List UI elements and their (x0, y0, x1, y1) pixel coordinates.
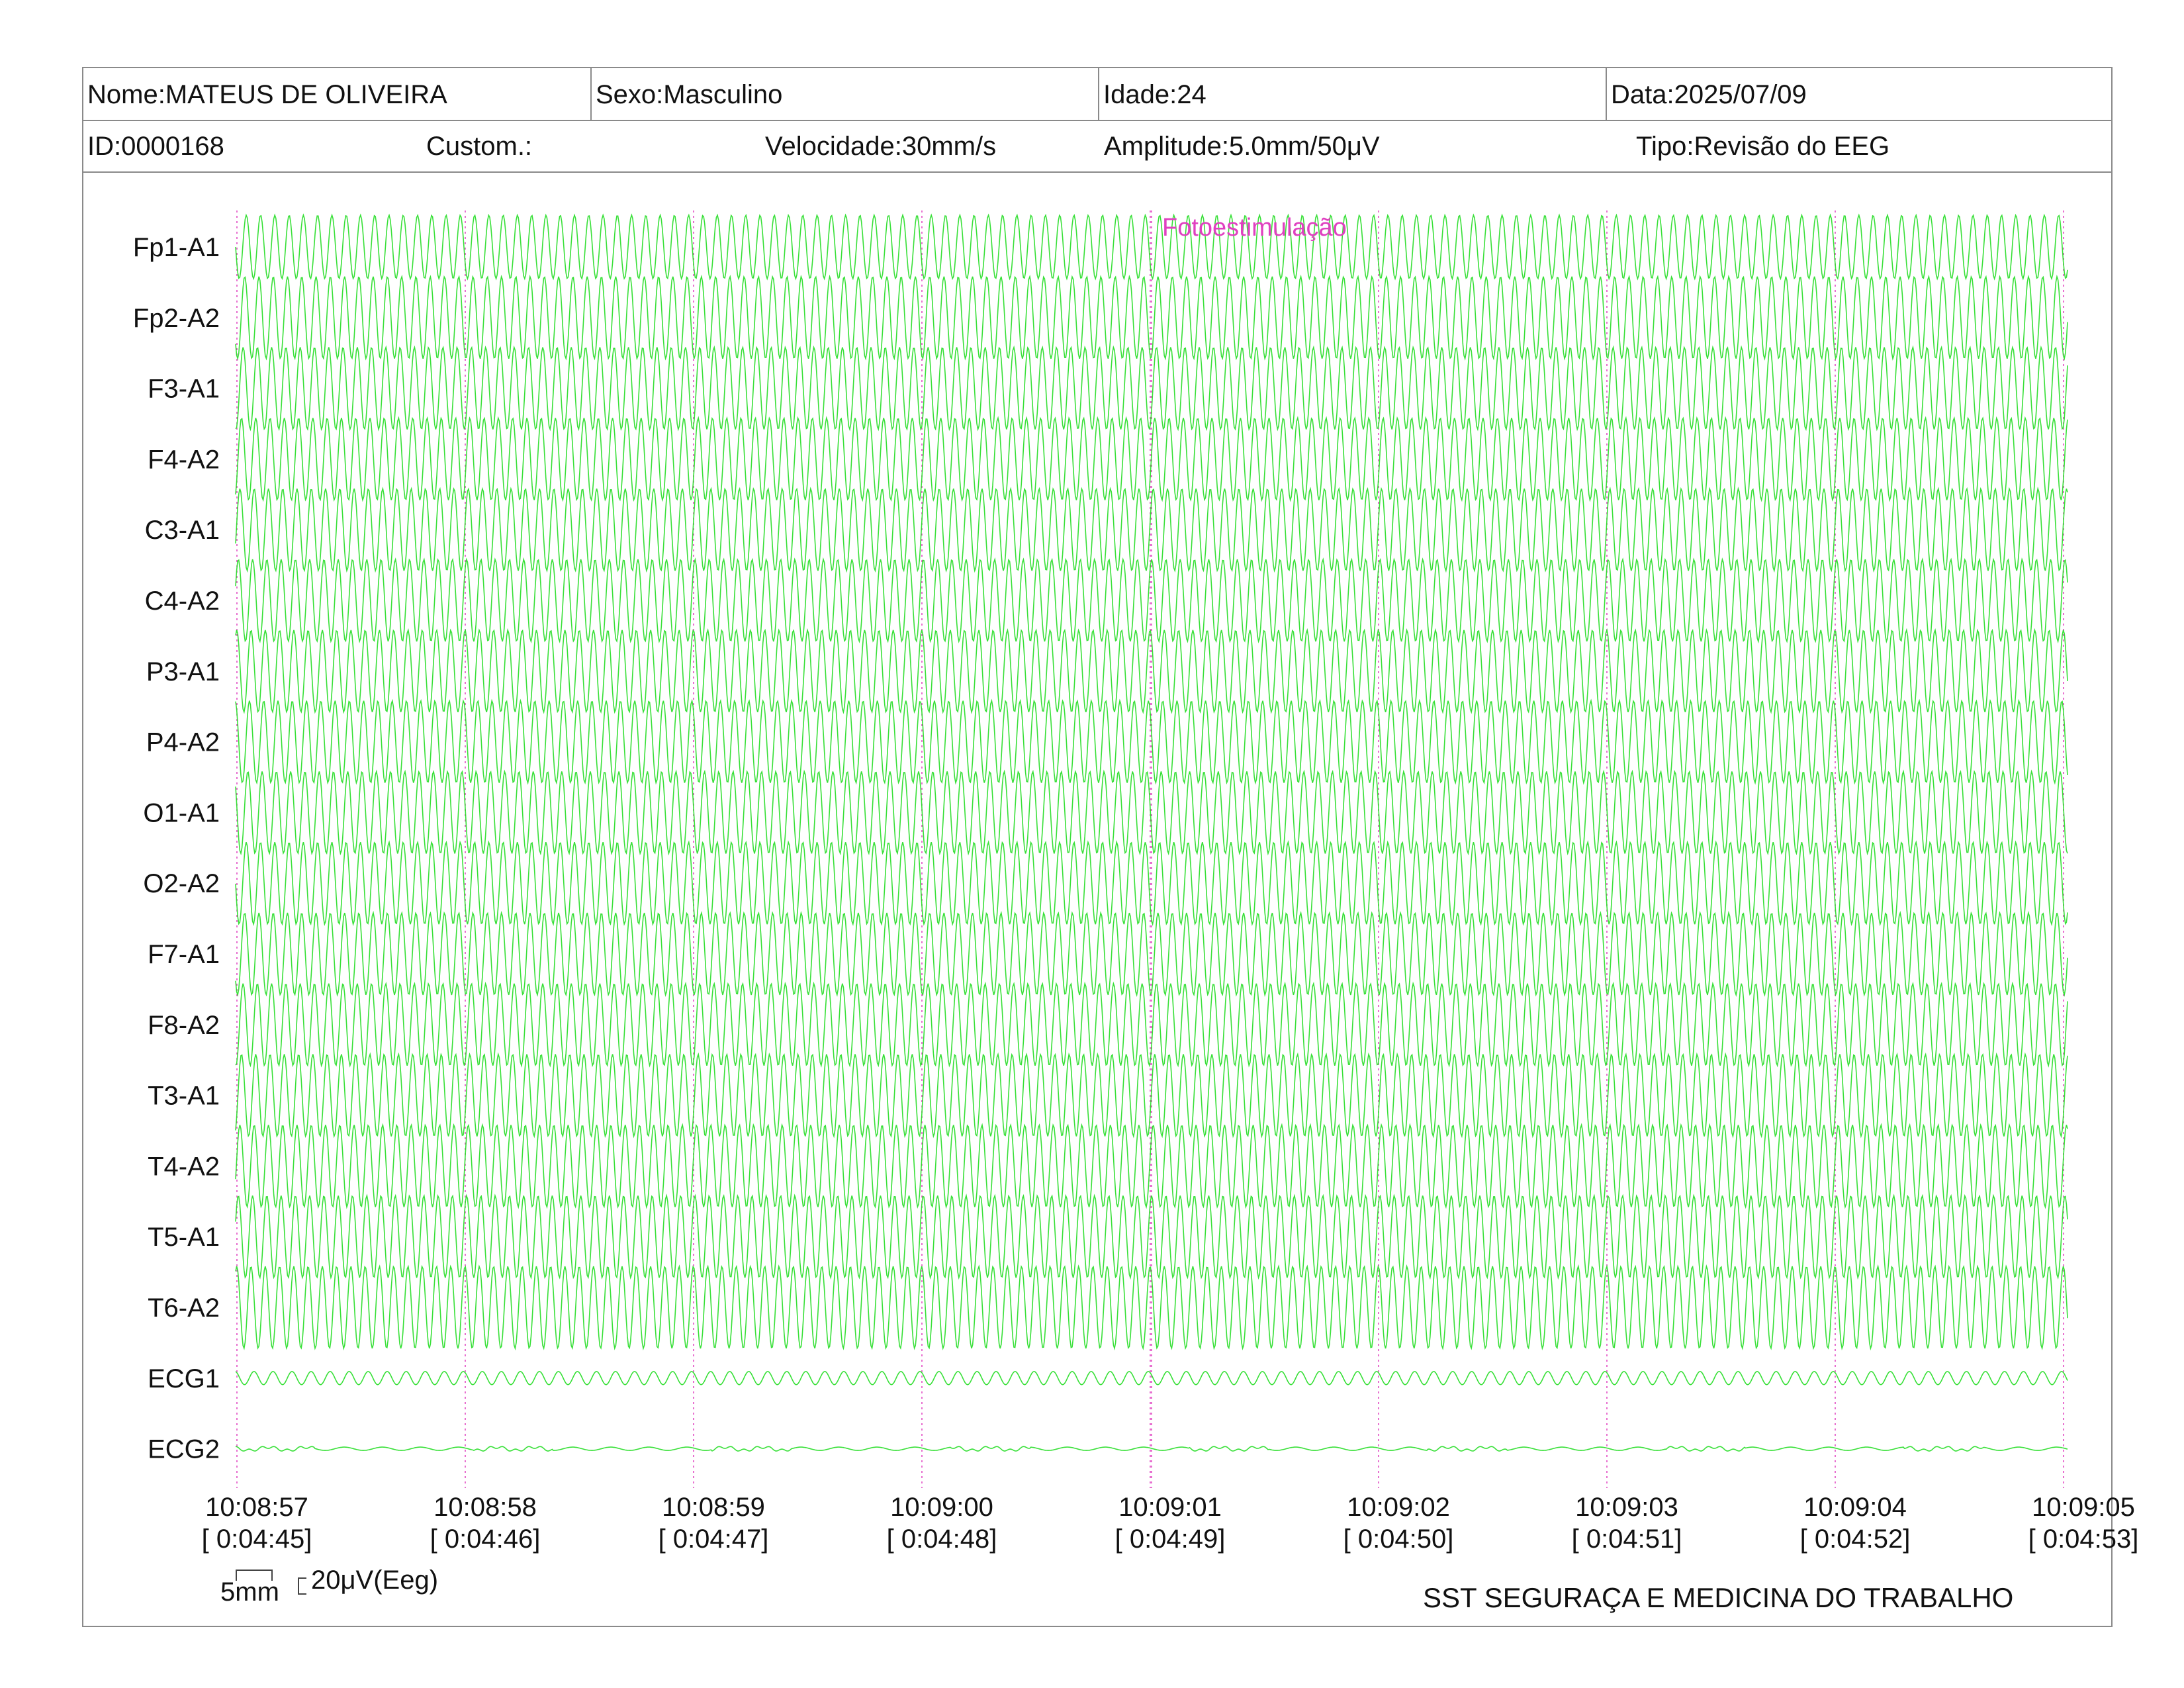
trace-f7-a1 (235, 910, 2068, 998)
channel-label: T5-A1 (148, 1223, 220, 1252)
scale-uv-label: 20μV(Eeg) (311, 1566, 439, 1595)
time-tick-elapsed: [ 0:04:50] (1343, 1524, 1454, 1554)
time-tick-elapsed: [ 0:04:52] (1800, 1524, 1911, 1554)
channel-label: P3-A1 (146, 657, 220, 686)
time-tick-elapsed: [ 0:04:53] (2028, 1524, 2139, 1554)
channel-label: C3-A1 (145, 516, 220, 545)
amplitude-setting: Amplitude:5.0mm/50μV (1104, 132, 1380, 161)
trace-p3-a1 (235, 628, 2068, 714)
channel-label: Fp2-A2 (133, 304, 220, 333)
trace-c3-a1 (235, 487, 2068, 573)
trace-t5-a1 (235, 1194, 2068, 1280)
trace-t6-a2 (235, 1264, 2068, 1351)
trace-t3-a1 (235, 1052, 2068, 1139)
channel-label: O1-A1 (143, 798, 220, 827)
channel-label: F7-A1 (148, 940, 220, 969)
footer-company: SST SEGURAÇA E MEDICINA DO TRABALHO (1423, 1582, 2014, 1613)
channel-label: T3-A1 (148, 1082, 220, 1111)
trace-f3-a1 (235, 345, 2068, 432)
time-tick-elapsed: [ 0:04:48] (887, 1524, 997, 1554)
patient-age: Idade:24 (1099, 68, 1607, 120)
trace-ecg1 (235, 1370, 2068, 1385)
speed-setting: Velocidade:30mm/s (765, 132, 997, 161)
time-tick-clock: 10:08:59 (662, 1493, 765, 1522)
trace-f8-a2 (235, 981, 2068, 1068)
time-tick-elapsed: [ 0:04:47] (659, 1524, 769, 1554)
time-tick-clock: 10:09:02 (1347, 1493, 1450, 1522)
time-tick-clock: 10:09:00 (890, 1493, 993, 1522)
time-tick-elapsed: [ 0:04:46] (430, 1524, 541, 1554)
channel-label: F8-A2 (148, 1011, 220, 1040)
patient-name: Nome:MATEUS DE OLIVEIRA (83, 68, 592, 120)
time-tick-clock: 10:09:03 (1575, 1493, 1678, 1522)
trace-fp1-a1 (235, 213, 2068, 281)
time-tick-elapsed: [ 0:04:49] (1115, 1524, 1226, 1554)
time-tick-clock: 10:08:57 (205, 1493, 308, 1522)
channel-label: ECG2 (148, 1435, 220, 1464)
channel-label: ECG1 (148, 1364, 220, 1393)
trace-c4-a2 (235, 557, 2068, 644)
time-tick-labels: 10:08:57[ 0:04:45] 10:08:58[ 0:04:46] 10:0… (202, 1493, 2139, 1554)
time-tick-clock: 10:08:58 (433, 1493, 537, 1522)
patient-id: ID:0000168 (87, 132, 224, 161)
exam-date: Data:2025/07/09 (1611, 80, 1807, 109)
mm-scale-bracket (236, 1570, 273, 1581)
calibration-mark (236, 1570, 306, 1595)
trace-fp2-a2 (235, 274, 2068, 361)
scale-mm-label: 5mm (220, 1577, 279, 1607)
custom-field: Custom.: (426, 132, 533, 161)
time-tick-elapsed: [ 0:04:51] (1572, 1524, 1682, 1554)
channel-label: C4-A2 (145, 586, 220, 616)
channel-label: Fp1-A1 (133, 233, 220, 262)
trace-o2-a2 (235, 840, 2068, 927)
channel-labels: Fp1-A1 Fp2-A2 F3-A1 F4-A2 C3-A1 C4-A2 P3-A1 P4-… (133, 233, 220, 1464)
time-tick-elapsed: [ 0:04:45] (202, 1524, 312, 1554)
channel-label: F3-A1 (148, 375, 220, 404)
channel-label: F4-A2 (148, 445, 220, 474)
time-tick-clock: 10:09:05 (2032, 1493, 2135, 1522)
trace-t4-a2 (235, 1123, 2068, 1209)
time-tick-clock: 10:09:01 (1118, 1493, 1222, 1522)
trace-o1-a1 (235, 769, 2068, 856)
photostimulation-annotation: Fotoestimulação (1162, 214, 1347, 242)
trace-p4-a2 (235, 698, 2068, 785)
header-row-1: Nome:MATEUS DE OLIVEIRA Sexo:Masculino I… (83, 68, 2111, 121)
header-row-2: ID:0000168 Custom.: Velocidade:30mm/s Am… (83, 121, 2111, 173)
exam-type: Tipo:Revisão do EEG (1636, 132, 1890, 161)
uv-scale-bracket (298, 1577, 306, 1595)
eeg-traces (235, 213, 2068, 1452)
channel-label: T6-A2 (148, 1293, 220, 1323)
time-tick-clock: 10:09:04 (1803, 1493, 1907, 1522)
channel-label: P4-A2 (146, 728, 220, 757)
channel-label: O2-A2 (143, 869, 220, 898)
trace-ecg2 (235, 1446, 2068, 1452)
report-sheet: Nome:MATEUS DE OLIVEIRA Sexo:Masculino I… (82, 67, 2113, 1627)
channel-label: T4-A2 (148, 1152, 220, 1181)
patient-sex: Sexo:Masculino (592, 68, 1099, 120)
trace-f4-a2 (235, 416, 2068, 502)
